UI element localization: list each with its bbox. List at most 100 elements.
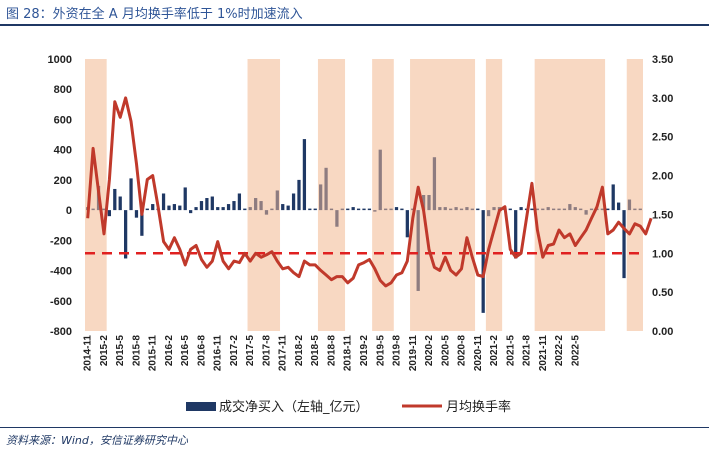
x-tick-label: 2019-8 bbox=[392, 335, 403, 367]
left-tick-label: -600 bbox=[50, 296, 72, 308]
bar-78 bbox=[508, 208, 512, 211]
left-tick-label: 1000 bbox=[48, 54, 72, 66]
bar-82 bbox=[530, 208, 534, 211]
shade-region-7 bbox=[626, 59, 643, 331]
shade-region-0 bbox=[85, 59, 107, 331]
right-tick-label: 1.00 bbox=[652, 248, 673, 260]
bar-17 bbox=[178, 205, 182, 211]
right-axis-labels: 3.50 3.00 2.50 2.00 1.50 1.00 0.50 0.00 bbox=[652, 54, 673, 338]
x-tick-label: 2021-5 bbox=[505, 335, 516, 367]
bar-38 bbox=[291, 193, 296, 211]
bar-95 bbox=[600, 208, 604, 211]
bar-47 bbox=[340, 208, 344, 211]
bar-51 bbox=[362, 208, 366, 211]
x-tick-label: 2015-2 bbox=[99, 335, 110, 367]
left-tick-label: -800 bbox=[50, 326, 72, 338]
bar-58 bbox=[400, 208, 404, 211]
bar-96 bbox=[606, 208, 610, 211]
x-tick-label: 2017-5 bbox=[245, 335, 256, 367]
right-tick-label: 2.50 bbox=[652, 132, 673, 144]
bar-23 bbox=[210, 196, 214, 211]
legend: 成交净买入（左轴_亿元） 月均换手率 bbox=[186, 399, 511, 415]
chart-title: 图 28：外资在全 A 月均换手率低于 1%时加速流入 bbox=[6, 7, 303, 22]
bar-48 bbox=[346, 208, 350, 211]
x-axis-labels: 2014-11 2015-2 2015-5 2015-8 2015-11 2016-2 20… bbox=[83, 335, 582, 372]
left-axis-labels: 1000 800 600 400 200 0 -200 -400 -600 -800 bbox=[48, 54, 72, 338]
bar-85 bbox=[546, 207, 550, 211]
net-buy-bars bbox=[86, 139, 642, 313]
bar-62 bbox=[421, 195, 426, 211]
right-tick-label: 0.50 bbox=[652, 287, 673, 299]
bar-97 bbox=[611, 184, 615, 211]
bar-98 bbox=[616, 202, 621, 211]
bar-60 bbox=[411, 208, 415, 211]
shade-region-2 bbox=[317, 59, 346, 331]
bar-83 bbox=[535, 208, 539, 211]
bar-55 bbox=[384, 208, 388, 211]
bar-79 bbox=[514, 210, 518, 259]
x-tick-label: 2014-11 bbox=[83, 335, 94, 372]
bar-21 bbox=[199, 201, 204, 211]
bar-34 bbox=[270, 208, 274, 211]
x-tick-label: 2021-11 bbox=[538, 335, 549, 372]
bar-93 bbox=[589, 208, 594, 211]
x-tick-label: 2017-8 bbox=[261, 335, 272, 367]
bar-75 bbox=[492, 207, 496, 211]
x-tick-label: 2016-5 bbox=[180, 335, 191, 367]
bar-84 bbox=[541, 208, 545, 211]
bar-54 bbox=[378, 149, 382, 211]
x-tick-label: 2020-5 bbox=[440, 335, 451, 367]
bar-73 bbox=[481, 210, 485, 313]
bar-99 bbox=[622, 210, 626, 279]
x-tick-label: 2022-5 bbox=[570, 335, 581, 367]
bar-100 bbox=[627, 199, 632, 211]
bar-19 bbox=[189, 210, 193, 214]
x-tick-label: 2018-2 bbox=[294, 335, 305, 367]
bar-76 bbox=[497, 207, 502, 211]
bar-20 bbox=[194, 207, 198, 211]
bar-4 bbox=[107, 210, 112, 217]
bar-56 bbox=[389, 208, 393, 211]
bar-64 bbox=[432, 157, 437, 211]
bar-39 bbox=[297, 179, 301, 211]
x-tick-label: 2018-5 bbox=[310, 335, 321, 367]
bar-53 bbox=[373, 210, 377, 212]
bar-3 bbox=[102, 208, 106, 211]
x-tick-label: 2016-11 bbox=[213, 335, 224, 372]
x-tick-label: 2019-2 bbox=[359, 335, 370, 367]
shade-region-3 bbox=[372, 59, 394, 331]
bar-67 bbox=[449, 208, 453, 211]
bar-36 bbox=[281, 204, 285, 211]
left-tick-label: -200 bbox=[50, 235, 72, 247]
bar-30 bbox=[248, 207, 252, 211]
bar-15 bbox=[167, 205, 171, 211]
bar-27 bbox=[232, 201, 236, 211]
x-tick-label: 2015-5 bbox=[115, 335, 126, 367]
bar-61 bbox=[416, 210, 420, 291]
x-tick-label: 2019-11 bbox=[408, 335, 419, 372]
left-tick-label: 600 bbox=[54, 114, 72, 126]
turnover-path bbox=[86, 96, 653, 288]
right-tick-label: 2.00 bbox=[652, 171, 673, 183]
bar-90 bbox=[573, 207, 577, 211]
bar-16 bbox=[172, 204, 177, 211]
bar-80 bbox=[519, 207, 523, 211]
right-tick-label: 0.00 bbox=[652, 326, 673, 338]
bar-40 bbox=[302, 139, 307, 211]
bar-41 bbox=[308, 208, 312, 211]
legend-line-label: 月均换手率 bbox=[446, 399, 511, 415]
bar-11 bbox=[145, 208, 149, 211]
right-tick-label: 1.50 bbox=[652, 209, 673, 221]
source-note: 资料来源：Wind，安信证券研究中心 bbox=[6, 434, 188, 447]
bar-31 bbox=[254, 198, 258, 211]
bar-10 bbox=[140, 210, 144, 236]
x-tick-label: 2018-8 bbox=[326, 335, 337, 367]
bar-63 bbox=[427, 195, 431, 211]
bar-1 bbox=[91, 208, 95, 211]
bar-12 bbox=[151, 204, 155, 211]
x-tick-label: 2015-8 bbox=[131, 335, 142, 367]
bar-9 bbox=[134, 210, 139, 218]
bar-32 bbox=[259, 201, 263, 211]
bar-70 bbox=[465, 207, 469, 211]
